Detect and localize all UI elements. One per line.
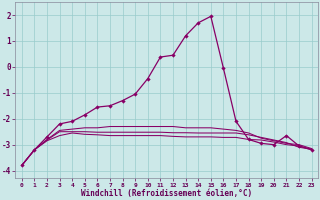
X-axis label: Windchill (Refroidissement éolien,°C): Windchill (Refroidissement éolien,°C) [81,189,252,198]
